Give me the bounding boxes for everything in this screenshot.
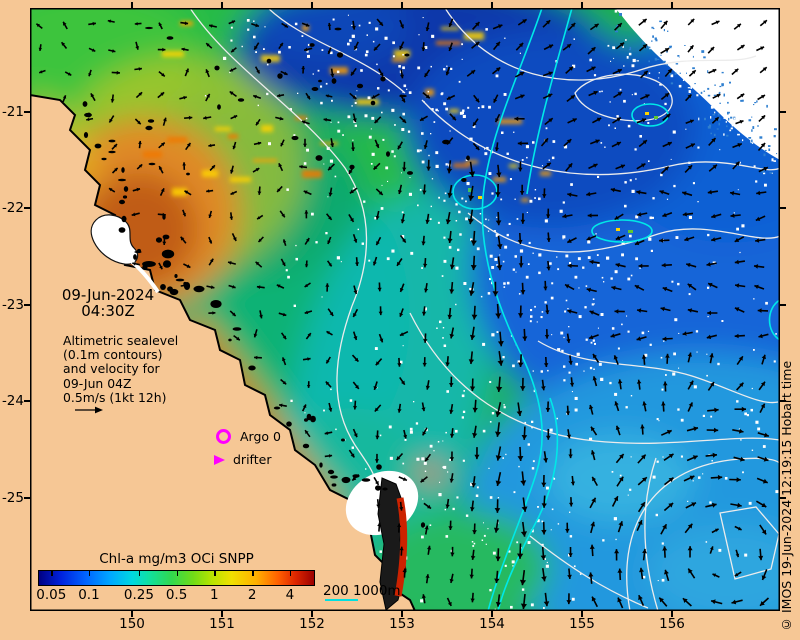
x-axis-tickmark: [131, 2, 133, 8]
x-axis-tickmark: [671, 611, 673, 617]
colorbar-tick-label: 1: [209, 587, 219, 603]
argo-label: Argo 0: [240, 429, 281, 444]
altimetry-info-text: Altimetric sealevel (0.1m contours) and ve…: [63, 333, 203, 405]
y-axis-tickmark: [780, 304, 786, 306]
colorbar-tick-label: 0.05: [36, 587, 67, 603]
y-axis-tickmark: [24, 304, 30, 306]
date-annotation: 09-Jun-2024 04:30Z: [50, 287, 166, 319]
colorbar-tickmark: [176, 571, 179, 576]
bathymetry-contour-layer: [452, 8, 780, 611]
x-axis-tickmark: [401, 611, 403, 617]
colorbar-tickmark: [214, 571, 216, 576]
x-axis-tick-label: 154: [479, 616, 505, 632]
ocean-layer: [30, 8, 780, 611]
colorbar-title: Chl-a mg/m3 OCi SNPP: [99, 551, 254, 567]
colorbar-tickmark: [51, 571, 53, 576]
reef-patch-layer: [143, 21, 551, 202]
x-axis-tickmark: [131, 611, 133, 617]
colorbar-tick-label: 2: [247, 587, 257, 603]
x-axis-tickmark: [401, 2, 403, 8]
time-text: 04:30Z: [81, 302, 135, 320]
colorbar-tickmark: [289, 571, 292, 576]
info-text-line: (0.1m contours): [63, 347, 163, 363]
drifter-label: drifter: [233, 452, 272, 467]
map-canvas: [30, 8, 780, 611]
reef-dots: [468, 112, 658, 233]
map-border: [30, 8, 780, 611]
bathymetry-label: 200 1000m: [323, 583, 401, 599]
argo-legend: Argo 0: [216, 429, 281, 444]
y-axis-tick-label: -24: [1, 393, 24, 409]
colorbar-tick-label: 0.1: [78, 587, 100, 603]
y-axis-tick-label: -21: [1, 104, 24, 120]
y-axis-tickmark: [24, 400, 30, 402]
y-axis-tickmark: [780, 111, 786, 113]
y-axis-tickmark: [24, 497, 30, 499]
colorbar-tick-label: 4: [285, 587, 295, 603]
y-axis-tick-label: -22: [1, 200, 24, 216]
sealevel-contour-layer: [189, 8, 780, 611]
y-axis-tick-label: -23: [1, 297, 24, 313]
colorbar-tick-label: 0.5: [165, 587, 188, 603]
x-axis-tick-label: 152: [299, 616, 325, 632]
drifter-legend: drifter: [214, 452, 271, 467]
x-axis-tickmark: [491, 611, 493, 617]
y-axis-tickmark: [24, 207, 30, 209]
colorbar-tickmark: [138, 571, 141, 576]
info-text-line: 0.5m/s (1kt 12h): [63, 389, 167, 405]
velocity-arrow-layer: [35, 18, 770, 610]
x-axis-tickmark: [221, 611, 223, 617]
y-axis-tickmark: [780, 400, 786, 402]
colorbar-tickmark: [252, 571, 254, 576]
x-axis-tickmark: [581, 2, 583, 8]
info-text-line: Altimetric sealevel: [63, 333, 179, 348]
colorbar-tick-label: 0.25: [123, 587, 154, 603]
x-axis-tick-label: 150: [119, 616, 145, 632]
x-axis-tick-label: 151: [209, 616, 235, 632]
map-image: [30, 8, 780, 611]
colorbar-tick-labels: 0.05 0.1 0.25 0.5 1 2 4: [36, 586, 315, 603]
x-axis-tickmark: [491, 2, 493, 8]
argo-marker-icon: [216, 429, 231, 444]
land-layer: [30, 93, 417, 611]
x-axis-tickmark: [311, 611, 313, 617]
y-axis-tickmark: [780, 497, 786, 499]
y-axis-tickmark: [24, 111, 30, 113]
bathymetry-line-icon: [325, 599, 358, 601]
info-text-line: 09-Jun 04Z: [63, 375, 132, 391]
y-axis-tick-label: -25: [1, 490, 24, 506]
x-axis-tick-label: 153: [389, 616, 415, 632]
date-text: 09-Jun-2024: [61, 286, 155, 304]
islet-layer: [82, 26, 470, 528]
x-axis-tickmark: [311, 2, 313, 8]
bathymetry-legend: 200 1000m: [323, 583, 401, 601]
drifter-marker-icon: [214, 454, 225, 465]
x-axis-tickmark: [671, 2, 673, 8]
info-text-line: and velocity for: [63, 361, 160, 377]
colorbar-tickmark: [88, 571, 91, 576]
velocity-scale-arrow-icon: [74, 400, 104, 419]
colorbar-gradient: [38, 570, 315, 586]
x-axis-tick-label: 156: [659, 616, 685, 632]
credit-text: © IMOS 19-Jun-2024 12:19:15 Hobart time: [779, 360, 794, 632]
x-axis-tick-label: 155: [569, 616, 595, 632]
y-axis-tickmark: [780, 207, 786, 209]
x-axis-tickmark: [581, 611, 583, 617]
x-axis-tickmark: [221, 2, 223, 8]
colorbar: Chl-a mg/m3 OCi SNPP 0.05 0.1 0.25 0.5 1 2 4: [36, 551, 315, 603]
